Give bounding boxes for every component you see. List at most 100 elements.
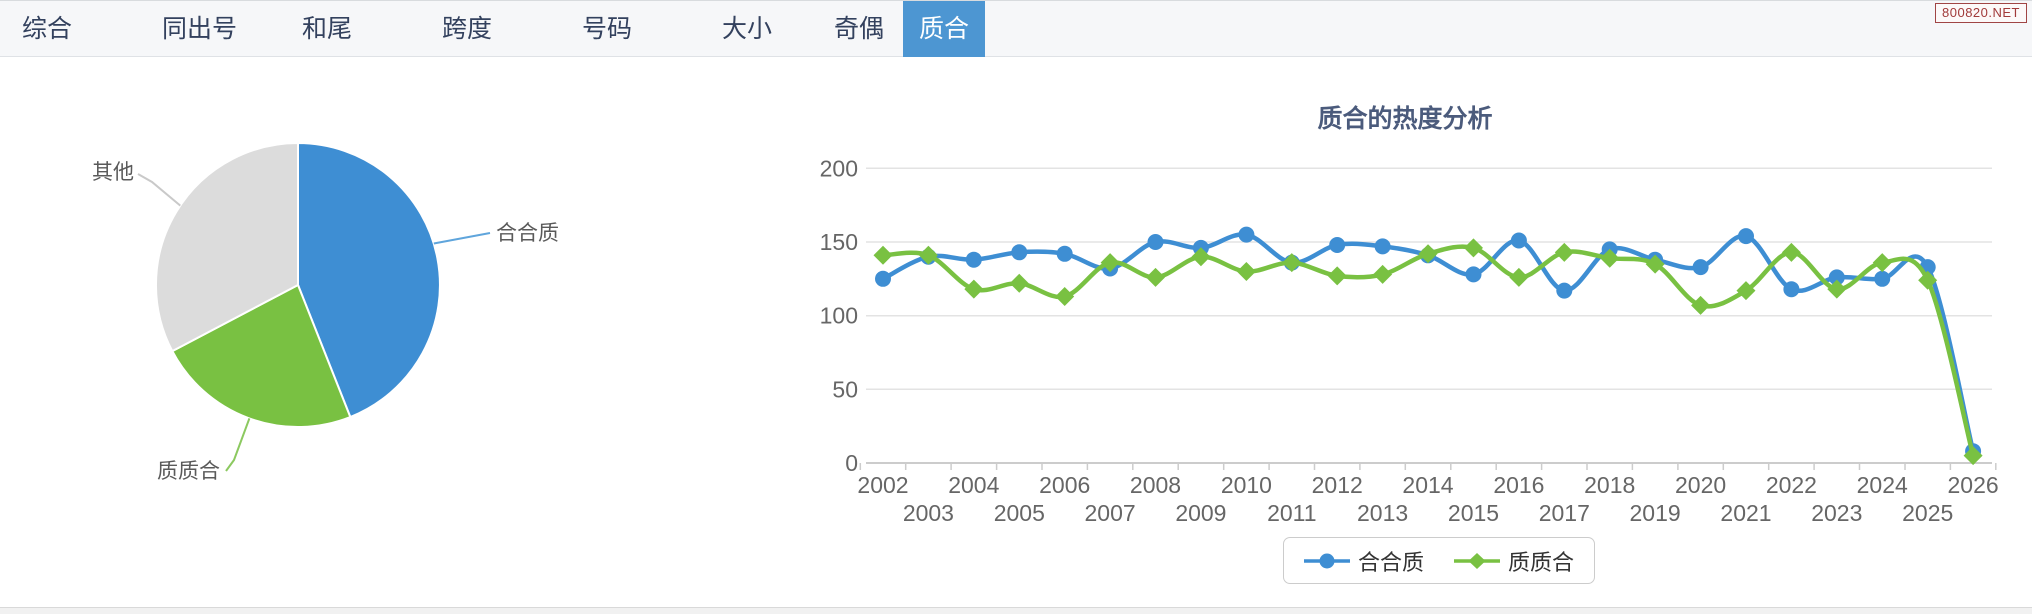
- x-axis-label-2022: 2022: [1766, 472, 1817, 498]
- legend-item-质质合[interactable]: 质质合: [1454, 545, 1574, 577]
- x-axis-label-2006: 2006: [1039, 472, 1090, 498]
- data-point-质质合-2013: [1373, 264, 1393, 284]
- data-point-合合质-2004: [965, 251, 982, 268]
- tab-综合[interactable]: 综合: [22, 15, 73, 43]
- y-axis-label-150: 150: [820, 229, 858, 255]
- data-point-质质合-2020: [1691, 295, 1711, 315]
- x-axis-label-2020: 2020: [1675, 472, 1726, 498]
- tab-质合[interactable]: 质合: [903, 1, 986, 57]
- x-axis-label-2013: 2013: [1357, 500, 1408, 526]
- pie-leader-合合质: [433, 232, 491, 245]
- data-point-质质合-2008: [1146, 267, 1166, 287]
- x-axis-label-2018: 2018: [1584, 472, 1635, 498]
- x-axis-label-2004: 2004: [948, 472, 999, 498]
- data-point-质质合-2011: [1282, 253, 1302, 273]
- data-point-合合质-2012: [1329, 237, 1346, 253]
- data-point-质质合-2015: [1463, 238, 1483, 258]
- pie-leader-质质合: [225, 418, 251, 472]
- series-line-质质合: [880, 244, 1976, 458]
- x-axis-label-2007: 2007: [1085, 500, 1136, 526]
- chart-legend: 合合质 质质合: [1283, 537, 1596, 584]
- tab-和尾[interactable]: 和尾: [302, 15, 353, 43]
- data-point-质质合-2006: [1055, 287, 1075, 307]
- data-point-质质合-2016: [1509, 267, 1529, 287]
- site-badge: 800820.NET: [1935, 3, 2027, 23]
- x-axis-label-2019: 2019: [1630, 500, 1681, 526]
- data-point-质质合-2022: [1781, 242, 1801, 262]
- data-point-合合质-2016: [1510, 232, 1527, 249]
- pie-leader-其他: [137, 173, 181, 207]
- data-point-质质合-2018: [1600, 248, 1620, 268]
- data-point-合合质-2017: [1556, 282, 1573, 299]
- x-axis-label-2010: 2010: [1221, 472, 1272, 498]
- pie-slice-质质合[interactable]: [170, 283, 352, 428]
- data-point-合合质-2002: [875, 270, 891, 287]
- x-axis-label-2016: 2016: [1493, 472, 1544, 498]
- tab-号码[interactable]: 号码: [582, 15, 633, 43]
- x-axis-label-2008: 2008: [1130, 472, 1181, 498]
- data-point-质质合-2010: [1236, 261, 1256, 281]
- data-point-质质合-2007: [1100, 253, 1120, 273]
- x-axis-label-2015: 2015: [1448, 500, 1499, 526]
- data-point-质质合-2009: [1191, 247, 1211, 267]
- line-chart: 0 50 100 150 200 2002200320042005200620072008…: [820, 155, 1999, 526]
- x-axis-label-2021: 2021: [1720, 500, 1771, 526]
- data-point-合合质-2008: [1147, 234, 1164, 250]
- legend-marker-diamond-icon: [1454, 552, 1501, 569]
- data-point-合合质-2022: [1783, 281, 1800, 298]
- tab-跨度[interactable]: 跨度: [442, 15, 493, 43]
- data-point-质质合-2004: [964, 279, 984, 299]
- pie-label-合合质: 合合质: [496, 222, 559, 245]
- data-point-质质合-2014: [1418, 244, 1438, 264]
- data-point-合合质-2005: [1011, 244, 1028, 261]
- x-axis-label-2012: 2012: [1312, 472, 1363, 498]
- pie-slice-合合质[interactable]: [297, 141, 441, 419]
- data-point-合合质-2021: [1738, 228, 1754, 245]
- data-point-合合质-2010: [1238, 226, 1255, 243]
- data-point-合合质-2024: [1874, 270, 1891, 287]
- bottom-divider: [0, 607, 2032, 614]
- legend-item-合合质[interactable]: 合合质: [1304, 545, 1424, 577]
- tab-奇偶[interactable]: 奇偶: [834, 15, 885, 43]
- data-point-质质合-2024: [1872, 253, 1892, 273]
- tab-同出号[interactable]: 同出号: [162, 15, 238, 43]
- data-point-合合质-2015: [1465, 266, 1482, 283]
- y-axis-label-200: 200: [820, 155, 858, 181]
- y-axis-label-0: 0: [845, 450, 858, 476]
- pie-slice-其他[interactable]: [154, 141, 299, 353]
- x-axis-label-2026: 2026: [1948, 472, 1999, 498]
- x-axis-label-2003: 2003: [903, 500, 954, 526]
- data-point-合合质-2013: [1374, 238, 1391, 255]
- x-axis-label-2023: 2023: [1811, 500, 1862, 526]
- x-axis-label-2014: 2014: [1402, 472, 1453, 498]
- x-axis-label-2017: 2017: [1539, 500, 1590, 526]
- x-axis-label-2002: 2002: [857, 472, 908, 498]
- legend-label: 质质合: [1508, 549, 1575, 575]
- y-axis-label-50: 50: [832, 376, 858, 402]
- data-point-质质合-2002: [873, 245, 893, 265]
- data-point-质质合-2003: [918, 245, 938, 265]
- data-point-质质合-2005: [1009, 273, 1029, 293]
- chart-title: 质合的热度分析: [1317, 105, 1493, 133]
- x-axis-label-2009: 2009: [1175, 500, 1226, 526]
- y-axis-label-100: 100: [820, 303, 858, 329]
- pie-label-其他: 其他: [92, 161, 134, 184]
- legend-marker-circle-icon: [1304, 553, 1350, 568]
- data-point-合合质-2020: [1692, 259, 1709, 276]
- x-axis-label-2005: 2005: [994, 500, 1045, 526]
- x-axis-label-2024: 2024: [1857, 472, 1908, 498]
- data-point-合合质-2006: [1056, 245, 1073, 262]
- data-point-质质合-2021: [1736, 281, 1756, 301]
- data-point-质质合-2023: [1827, 279, 1847, 299]
- legend-label: 合合质: [1358, 549, 1425, 575]
- data-point-质质合-2017: [1554, 242, 1574, 262]
- data-point-质质合-2025: [1918, 270, 1938, 290]
- tab-bar: 综合 同出号 和尾 跨度 号码 大小 奇偶 质合: [0, 0, 2032, 57]
- data-point-质质合-2026: [1963, 446, 1983, 466]
- x-axis-label-2025: 2025: [1902, 500, 1953, 526]
- x-axis-label-2011: 2011: [1267, 500, 1316, 526]
- data-point-合合质-2023: [1828, 269, 1845, 286]
- tab-大小[interactable]: 大小: [722, 15, 773, 43]
